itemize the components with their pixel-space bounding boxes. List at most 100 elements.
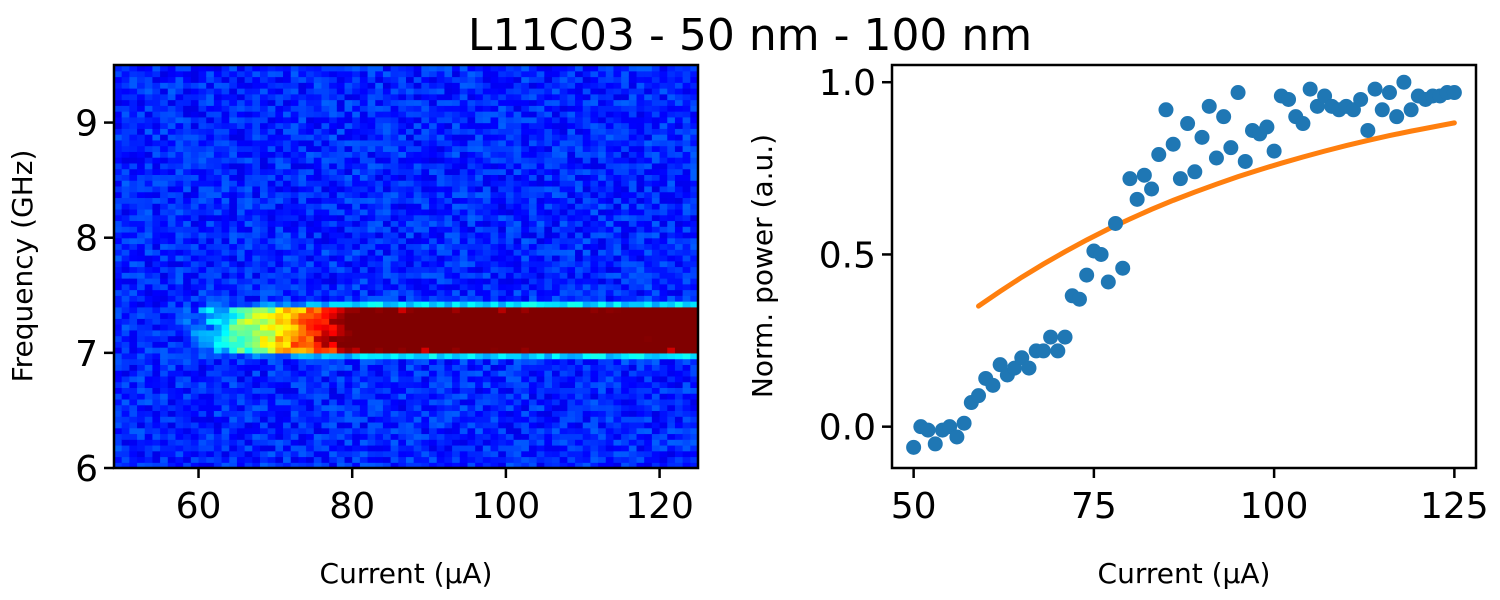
heatmap-cell [336,226,346,233]
heatmap-cell [367,70,376,78]
heatmap-cell [352,214,361,222]
heatmap-cell [605,393,615,400]
heatmap-cell [175,139,184,147]
heatmap-cell [521,266,530,273]
heatmap-cell [336,358,346,365]
heatmap-cell [298,283,307,291]
heatmap-cell [513,295,522,302]
heatmap-cell [183,318,192,325]
heatmap-cell [198,358,207,365]
heatmap-cell [152,260,161,268]
heatmap-cell [452,254,461,262]
heatmap-cell [267,220,276,227]
heatmap-cell [659,416,668,423]
heatmap-cell [467,375,476,383]
heatmap-cell [552,185,561,193]
heatmap-cell [513,151,522,158]
heatmap-cell [567,352,576,360]
heatmap-cell [382,364,392,371]
heatmap-cell [290,283,300,291]
heatmap-cell [298,266,307,273]
heatmap-cell [659,387,668,394]
heatmap-cell [298,347,307,354]
heatmap-cell [121,65,130,72]
heatmap-cell [367,237,376,245]
heatmap-cell [352,295,361,302]
heatmap-cell [129,462,138,469]
heatmap-cell [306,341,315,348]
heatmap-cell [267,341,276,348]
heatmap-cell [536,272,545,279]
heatmap-cell [252,306,261,314]
heatmap-cell [406,341,415,348]
heatmap-cell [475,208,484,216]
heatmap-cell [536,220,545,227]
heatmap-cell [367,111,376,118]
heatmap-cell [190,214,200,222]
heatmap-cell [183,203,192,210]
heatmap-cell [321,151,330,158]
heatmap-cell [367,88,376,95]
heatmap-cell [221,318,230,325]
heatmap-cell [459,404,469,412]
heatmap-cell [559,128,568,135]
heatmap-cell [552,197,561,204]
heatmap-cell [137,254,146,262]
heatmap-cell [644,283,653,291]
heatmap-cell [636,116,645,124]
heatmap-cell [651,231,661,239]
heatmap-cell [267,93,276,101]
heatmap-cell [382,122,392,129]
heatmap-cell [367,295,376,302]
heatmap-cell [329,151,338,158]
heatmap-cell [390,341,399,348]
heatmap-cell [321,421,330,429]
heatmap-cell [167,168,177,175]
heatmap-cell [367,341,376,348]
heatmap-cell [175,450,184,458]
heatmap-cell [267,352,276,360]
heatmap-cell [421,122,430,129]
heatmap-cell [467,301,476,308]
heatmap-cell [221,427,230,435]
heatmap-cell [190,364,200,371]
heatmap-cell [298,174,307,181]
heatmap-cell [221,88,230,95]
heatmap-cell [375,312,384,319]
heatmap-cell [528,341,538,348]
heatmap-cell [459,88,469,95]
heatmap-cell [505,203,515,210]
heatmap-cell [644,416,653,423]
heatmap-cell [160,208,169,216]
heatmap-cell [206,70,215,78]
heatmap-cell [582,231,592,239]
heatmap-cell [221,341,230,348]
heatmap-cell [382,410,392,417]
heatmap-cell [413,82,422,89]
heatmap-cell [152,312,161,319]
heatmap-cell [459,76,469,83]
heatmap-cell [275,99,284,106]
heatmap-cell [590,462,599,469]
heatmap-cell [636,444,645,452]
heatmap-cell [613,93,622,101]
heatmap-cell [190,301,200,308]
heatmap-cell [552,168,561,175]
heatmap-cell [213,134,223,141]
heatmap-cell [644,76,653,83]
heatmap-cell [513,111,522,118]
heatmap-cell [544,272,553,279]
heatmap-cell [160,433,169,440]
heatmap-cell [644,421,653,429]
heatmap-cell [613,439,622,446]
heatmap-cell [167,341,177,348]
heatmap-cell [290,324,300,331]
heatmap-cell [505,289,515,296]
heatmap-cell [467,364,476,371]
heatmap-cell [421,93,430,101]
heatmap-cell [505,214,515,222]
heatmap-cell [198,76,207,83]
heatmap-cell [467,162,476,170]
heatmap-cell [644,462,653,469]
heatmap-cell [482,462,492,469]
